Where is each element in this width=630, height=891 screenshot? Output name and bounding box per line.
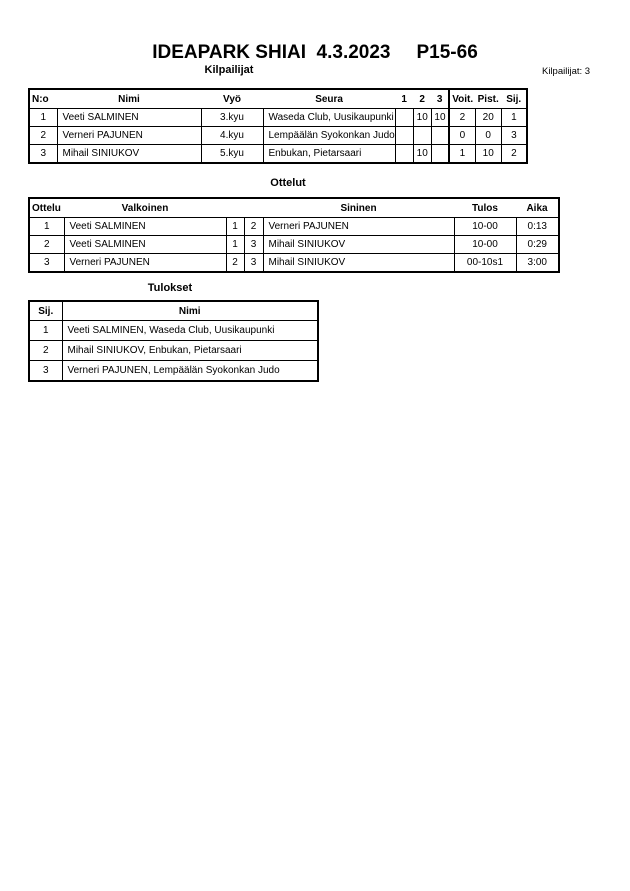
cell-nimi: Veeti SALMINEN, Waseda Club, Uusikaupunk…: [61, 320, 319, 341]
col-header-blue-no: [244, 198, 263, 218]
cell-voit: 2: [448, 108, 476, 127]
competitor-row: 1 Veeti SALMINEN 3.kyu Waseda Club, Uusi…: [28, 108, 528, 127]
competitors-table: N:o Nimi Vyö Seura 1 2 3 Voit. Pist. Sij…: [28, 88, 529, 164]
cell-no: 1: [28, 108, 58, 127]
col-header-valkoinen: Valkoinen: [64, 198, 226, 218]
cell-tulos: 00-10s1: [453, 253, 517, 273]
result-row: 2 Mihail SINIUKOV, Enbukan, Pietarsaari: [28, 340, 319, 361]
cell-no: 2: [28, 126, 58, 145]
cell-pist: 10: [474, 144, 502, 164]
cell-vyo: 4.kyu: [200, 126, 264, 145]
cell-sininen: Verneri PAJUNEN: [262, 217, 455, 236]
cell-r2: [412, 126, 432, 145]
col-header-seura: Seura: [263, 89, 396, 109]
cell-r1: [394, 126, 414, 145]
col-header-nimi: Nimi: [57, 89, 201, 109]
cell-pist: 0: [474, 126, 502, 145]
cell-vyo: 3.kyu: [200, 108, 264, 127]
matches-header-row: Ottelu Valkoinen Sininen Tulos Aika: [29, 198, 559, 218]
cell-nimi: Mihail SINIUKOV, Enbukan, Pietarsaari: [61, 340, 319, 361]
event-title: IDEAPARK SHIAI 4.3.2023: [152, 42, 391, 63]
cell-valkoinen: Veeti SALMINEN: [63, 217, 227, 236]
cell-nimi: Verneri PAJUNEN, Lempäälän Syokonkan Jud…: [61, 360, 319, 382]
competitors-section-title: Kilpailijat: [204, 64, 254, 76]
result-row: 3 Verneri PAJUNEN, Lempäälän Syokonkan J…: [28, 360, 319, 382]
cell-valkoinen: Veeti SALMINEN: [63, 235, 227, 254]
cell-pist: 20: [474, 108, 502, 127]
cell-r3: 10: [430, 108, 450, 127]
col-header-r1: 1: [395, 89, 414, 109]
matches-table: Ottelu Valkoinen Sininen Tulos Aika 1 Ve…: [28, 197, 560, 273]
col-header-nimi: Nimi: [61, 300, 319, 321]
cell-sininen: Mihail SINIUKOV: [262, 253, 455, 273]
results-header-row: Sij. Nimi: [28, 300, 319, 321]
cell-ottelu: 3: [28, 253, 65, 273]
cell-voit: 1: [448, 144, 476, 164]
cell-ottelu: 2: [28, 235, 65, 254]
cell-nimi: Mihail SINIUKOV: [56, 144, 202, 164]
cell-white-no: 1: [225, 217, 245, 236]
matches-section-title: Ottelut: [270, 177, 306, 189]
cell-r2: 10: [412, 144, 432, 164]
cell-no: 3: [28, 144, 58, 164]
results-table: Sij. Nimi 1 Veeti SALMINEN, Waseda Club,…: [28, 300, 319, 382]
cell-seura: Lempäälän Syokonkan Judo: [262, 126, 396, 145]
col-header-sininen: Sininen: [263, 198, 454, 218]
cell-valkoinen: Verneri PAJUNEN: [63, 253, 227, 273]
competitors-header-row: N:o Nimi Vyö Seura 1 2 3 Voit. Pist. Sij…: [29, 89, 528, 109]
cell-sij: 2: [28, 340, 63, 361]
col-header-tulos: Tulos: [454, 198, 516, 218]
match-row: 3 Verneri PAJUNEN 2 3 Mihail SINIUKOV 00…: [28, 253, 560, 273]
cell-sij: 3: [28, 360, 63, 382]
cell-nimi: Veeti SALMINEN: [56, 108, 202, 127]
cell-r1: [394, 144, 414, 164]
col-header-white-no: [226, 198, 244, 218]
cell-nimi: Verneri PAJUNEN: [56, 126, 202, 145]
results-section-title: Tulokset: [147, 282, 193, 294]
cell-aika: 3:00: [515, 253, 560, 273]
col-header-sij: Sij.: [501, 89, 528, 109]
cell-sij: 2: [500, 144, 528, 164]
cell-voit: 0: [448, 126, 476, 145]
cell-tulos: 10-00: [453, 217, 517, 236]
col-header-sij: Sij.: [28, 300, 63, 321]
match-row: 2 Veeti SALMINEN 1 3 Mihail SINIUKOV 10-…: [28, 235, 560, 254]
competitor-row: 2 Verneri PAJUNEN 4.kyu Lempäälän Syokon…: [28, 126, 528, 145]
cell-r1: [394, 108, 414, 127]
cell-white-no: 2: [225, 253, 245, 273]
cell-seura: Enbukan, Pietarsaari: [262, 144, 396, 164]
cell-aika: 0:29: [515, 235, 560, 254]
cell-ottelu: 1: [28, 217, 65, 236]
category-title: P15-66: [416, 42, 478, 63]
col-header-vyo: Vyö: [201, 89, 263, 109]
cell-aika: 0:13: [515, 217, 560, 236]
cell-tulos: 10-00: [453, 235, 517, 254]
col-header-voit: Voit.: [448, 89, 476, 109]
col-header-pist: Pist.: [475, 89, 502, 109]
cell-r2: 10: [412, 108, 432, 127]
cell-seura: Waseda Club, Uusikaupunki: [262, 108, 396, 127]
cell-sininen: Mihail SINIUKOV: [262, 235, 455, 254]
cell-blue-no: 3: [243, 253, 264, 273]
cell-r3: [430, 126, 450, 145]
col-header-no: N:o: [29, 89, 57, 109]
result-row: 1 Veeti SALMINEN, Waseda Club, Uusikaupu…: [28, 320, 319, 341]
col-header-aika: Aika: [516, 198, 559, 218]
col-header-ottelu: Ottelu: [29, 198, 64, 218]
cell-blue-no: 3: [243, 235, 264, 254]
cell-sij: 3: [500, 126, 528, 145]
cell-blue-no: 2: [243, 217, 264, 236]
col-header-r3: 3: [431, 89, 450, 109]
cell-vyo: 5.kyu: [200, 144, 264, 164]
page-title: IDEAPARK SHIAI 4.3.2023 P15-66: [0, 42, 630, 64]
cell-sij: 1: [28, 320, 63, 341]
cell-white-no: 1: [225, 235, 245, 254]
competitors-count: Kilpailijat: 3: [542, 66, 591, 77]
cell-sij: 1: [500, 108, 528, 127]
competitor-row: 3 Mihail SINIUKOV 5.kyu Enbukan, Pietars…: [28, 144, 528, 164]
col-header-r2: 2: [413, 89, 432, 109]
cell-r3: [430, 144, 450, 164]
match-row: 1 Veeti SALMINEN 1 2 Verneri PAJUNEN 10-…: [28, 217, 560, 236]
